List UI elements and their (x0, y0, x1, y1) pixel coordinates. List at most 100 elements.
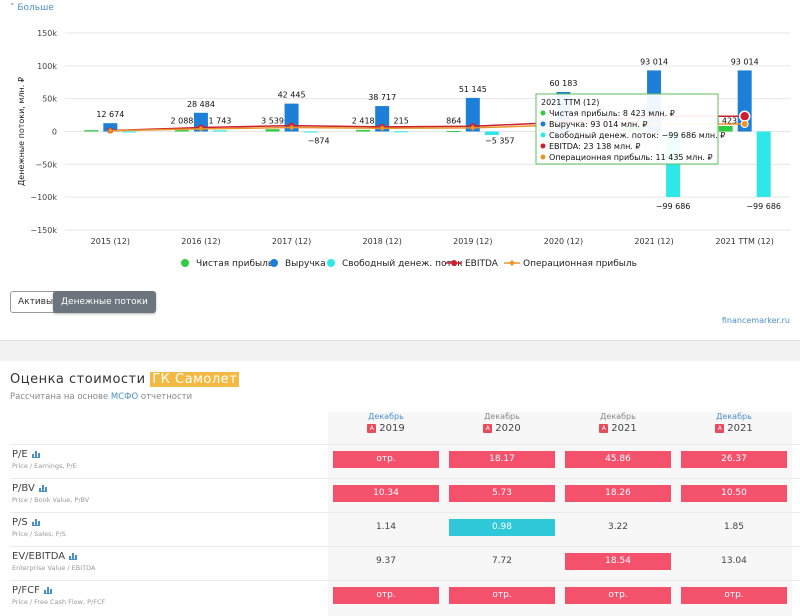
data-label: 93 014 (731, 57, 759, 66)
tooltip-dot (540, 154, 546, 160)
metric-label[interactable]: P/S (12, 517, 28, 528)
metric-value: отр. (333, 587, 439, 604)
metric-description: Enterprise Value / EBITDA (12, 564, 96, 572)
metric-name[interactable]: P/E (12, 449, 40, 460)
tooltip-line: Операционная прибыль: 11 435 млн. ₽ (549, 153, 713, 162)
data-label: 93 014 (640, 57, 668, 66)
chart-icon[interactable] (69, 552, 78, 560)
metric-name[interactable]: EV/EBITDA (12, 551, 78, 562)
data-label: 215 (394, 117, 409, 126)
chart-icon[interactable] (31, 450, 40, 458)
tooltip-line: EBITDA: 23 138 млн. ₽ (549, 142, 640, 151)
metric-value: 7.72 (491, 556, 513, 566)
source-link[interactable]: financemarker.ru (721, 316, 790, 325)
bar (465, 97, 480, 132)
column-header: Декабрь А 2021 (560, 412, 676, 434)
valuation-title: Оценка стоимости ГК Самолет (10, 372, 240, 387)
metric-name[interactable]: P/BV (12, 483, 47, 494)
column-year: А 2019 (328, 423, 444, 434)
column-year-value: 2021 (611, 423, 637, 434)
data-label: 28 484 (187, 100, 215, 109)
data-label: 864 (446, 117, 461, 126)
table-row: P/FCF Price / Free Cash Flow, P/FCF отр. от… (10, 580, 800, 609)
hover-point (738, 110, 751, 123)
table-row: EV/EBITDA Enterprise Value / EBITDA 9.37 7.… (10, 546, 800, 575)
data-label: 1 743 (208, 117, 231, 126)
bar (718, 125, 733, 132)
column-month[interactable]: Декабрь (368, 412, 404, 421)
bar (394, 131, 409, 133)
metric-label[interactable]: EV/EBITDA (12, 551, 66, 562)
audit-badge-icon: А (483, 423, 493, 433)
line-point (379, 125, 386, 132)
table-row: P/S Price / Sales, P/S 1.14 0.98 3.22 1.85 (10, 512, 800, 541)
tooltip-dot (540, 143, 546, 149)
column-month[interactable]: Декабрь (600, 412, 636, 421)
tooltip-title: 2021 TTM (12) (541, 98, 599, 107)
column-year: А 2021 (676, 423, 792, 434)
metric-value: 9.37 (375, 556, 397, 566)
metric-value: отр. (333, 451, 439, 468)
metric-value: 10.34 (333, 485, 439, 502)
metric-label[interactable]: P/BV (12, 483, 35, 494)
line-point (197, 125, 204, 132)
tab-cash-flows[interactable]: Денежные потоки (53, 291, 156, 313)
bar (375, 106, 390, 132)
bar (303, 131, 318, 133)
x-tick-label: 2018 (12) (363, 237, 402, 246)
x-tick-label: 2021 (12) (634, 237, 673, 246)
column-month[interactable]: Декабрь (484, 412, 520, 421)
data-label: −874 (308, 137, 330, 146)
metric-value: 18.17 (449, 451, 555, 468)
metric-description: Price / Free Cash Flow, P/FCF (12, 598, 106, 606)
chart-icon[interactable] (31, 518, 40, 526)
subtitle-prefix: Рассчитана на основе (10, 392, 109, 402)
metric-value: 18.54 (565, 553, 671, 570)
legend-marker (270, 259, 278, 267)
subtitle-msfo[interactable]: МСФО (110, 392, 139, 402)
data-label: 38 717 (368, 93, 396, 102)
data-label: 8 423 (714, 117, 737, 126)
x-tick-label: 2021 TTM (12) (715, 237, 773, 246)
column-header: Декабрь А 2019 (328, 412, 444, 434)
metric-value: отр. (449, 587, 555, 604)
metric-value: 5.73 (449, 485, 555, 502)
company-name[interactable]: ГК Самолет (150, 372, 240, 387)
legend-marker (451, 260, 457, 266)
legend-marker (181, 259, 189, 267)
tooltip-dot (540, 110, 546, 116)
metric-value: 26.37 (681, 451, 787, 468)
y-tick-label: −100k (30, 193, 57, 202)
hover-point (740, 119, 749, 128)
bar (174, 130, 189, 132)
tooltip-dot (540, 132, 546, 138)
table-row: P/E Price / Earnings, P/E отр. 18.17 45.86 26… (10, 444, 800, 473)
line-point (107, 127, 114, 134)
audit-badge-icon: А (599, 423, 609, 433)
tooltip-box (535, 93, 719, 165)
metric-value: 1.85 (723, 522, 745, 532)
metric-name[interactable]: P/S (12, 517, 40, 528)
tooltip-dot (540, 121, 546, 127)
column-year-value: 2021 (727, 423, 753, 434)
legend-marker (327, 259, 335, 267)
column-header: Декабрь А 2021 (676, 412, 792, 434)
data-label: 3 539 (261, 117, 284, 126)
metric-name[interactable]: P/FCF (12, 585, 52, 596)
metric-value: 10.50 (681, 485, 787, 502)
chart-icon[interactable] (38, 484, 47, 492)
tooltip-line: Чистая прибыль: 8 423 млн. ₽ (549, 109, 675, 118)
legend-label: Операционная прибыль (523, 259, 637, 269)
data-label: −99 686 (746, 202, 781, 211)
column-month[interactable]: Декабрь (716, 412, 752, 421)
valuation-title-prefix: Оценка стоимости (10, 372, 146, 387)
metric-value: 45.86 (565, 451, 671, 468)
metric-label[interactable]: P/E (12, 449, 28, 460)
audit-badge-icon: А (715, 423, 725, 433)
data-label: 51 145 (459, 85, 487, 94)
metric-label[interactable]: P/FCF (12, 585, 40, 596)
tooltip-line: Свободный денеж. поток: −99 686 млн. ₽ (549, 131, 725, 140)
chart-icon[interactable] (43, 586, 52, 594)
more-link[interactable]: ˅ Больше (10, 3, 54, 13)
bar (284, 103, 299, 132)
